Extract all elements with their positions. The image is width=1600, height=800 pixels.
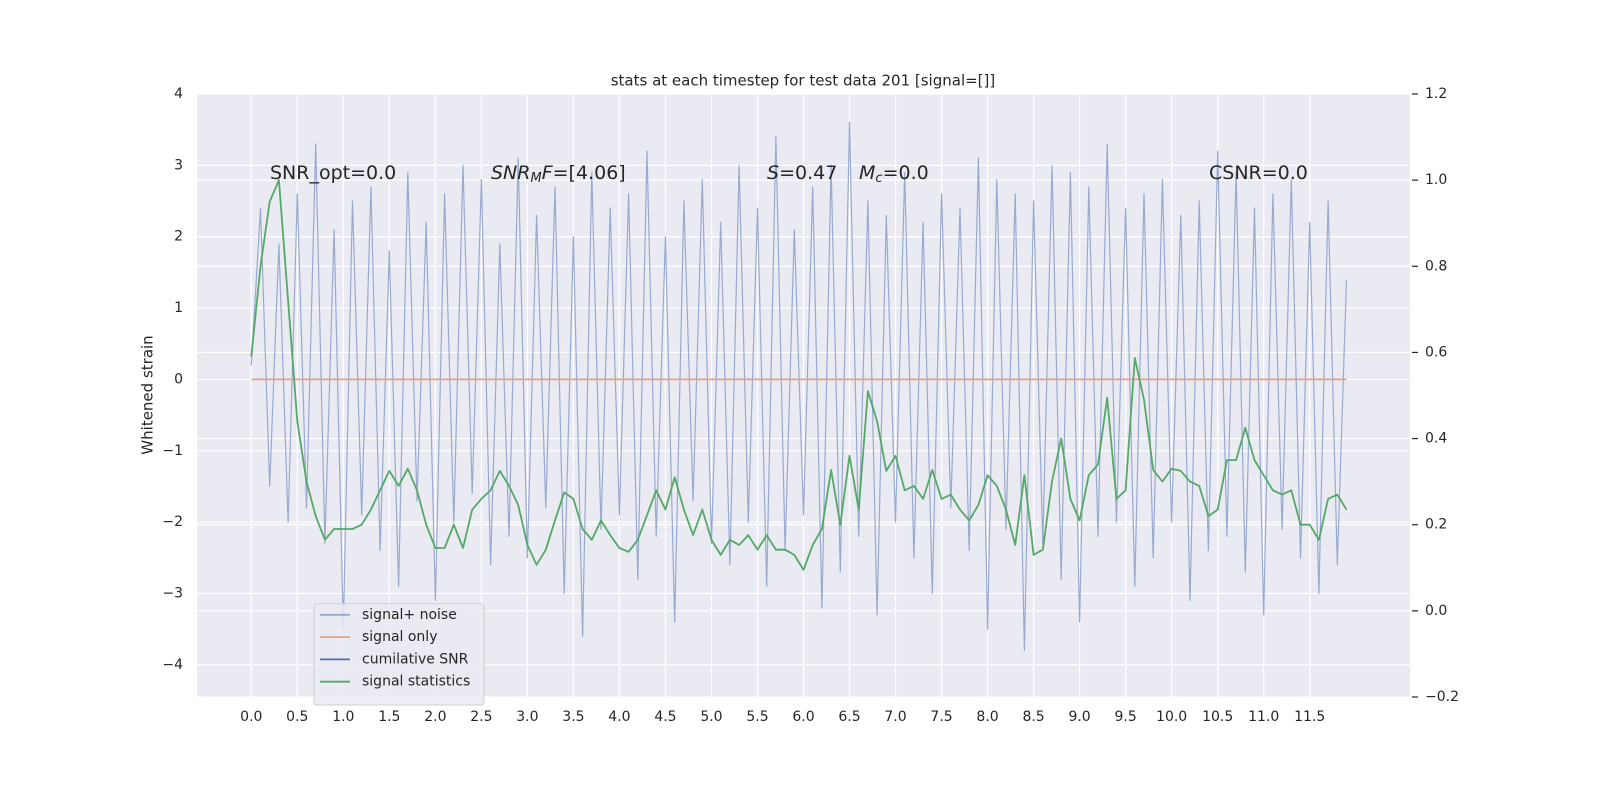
annotation-part: SNR_opt=0.0: [270, 162, 396, 184]
legend: signal+ noise signal only cumilative SNR si…: [313, 603, 485, 706]
y2-tick-label: 0.6: [1425, 344, 1447, 360]
annotation: Mc=0.0: [859, 162, 929, 186]
x-tick-label: 11.0: [1248, 709, 1279, 725]
x-tick-label: 0.5: [286, 709, 308, 725]
legend-label: cumilative SNR: [362, 651, 469, 667]
y-tick-label: 1: [174, 300, 183, 316]
annotation-part: CSNR=0.0: [1209, 162, 1308, 184]
y-axis-label: Whitened strain: [139, 335, 157, 454]
x-tick-label: 5.5: [746, 709, 768, 725]
annotation-part: S: [767, 162, 779, 184]
y-tick-label: 4: [174, 86, 183, 102]
y2-tick-label: −0.2: [1425, 689, 1459, 705]
y-tick-label: −1: [162, 443, 183, 459]
x-tick-label: 8.5: [1022, 709, 1044, 725]
y-tick-label: 3: [174, 157, 183, 173]
y-tick-label: −4: [162, 657, 183, 673]
annotation: SNR_opt=0.0: [270, 162, 396, 184]
y2-tick-label: 0.2: [1425, 517, 1447, 533]
series-line: [250, 179, 1348, 571]
series-line: [250, 121, 1348, 652]
x-tick-label: 3.5: [562, 709, 584, 725]
annotation: CSNR=0.0: [1209, 162, 1308, 184]
annotation: S=0.47: [767, 162, 837, 184]
y-tick-label: −3: [162, 586, 183, 602]
annotation-part: =0.47: [779, 162, 837, 184]
y2-tick-label: 0.8: [1425, 258, 1447, 274]
annotation-part: SNR: [491, 162, 530, 184]
x-tick-label: 11.5: [1294, 709, 1325, 725]
x-tick-label: 2.5: [470, 709, 492, 725]
annotation-part: =[4.06]: [553, 162, 626, 184]
x-tick-label: 5.0: [700, 709, 722, 725]
annotation-part: c: [875, 171, 882, 186]
marks: [250, 121, 1348, 652]
annotation-part: M: [530, 171, 541, 186]
legend-label: signal statistics: [362, 674, 470, 690]
x-tick-label: 4.5: [654, 709, 676, 725]
legend-label: signal only: [362, 629, 437, 645]
annotation: SNRMF=[4.06]: [491, 162, 626, 186]
annotation-part: M: [859, 162, 875, 184]
y2-tick-label: 0.4: [1425, 431, 1447, 447]
legend-label: signal+ noise: [362, 607, 457, 623]
x-tick-label: 9.0: [1068, 709, 1090, 725]
y2-tick-label: 1.2: [1425, 86, 1447, 102]
y-tick-label: 0: [174, 371, 183, 387]
x-tick-label: 2.0: [424, 709, 446, 725]
x-tick-label: 4.0: [608, 709, 630, 725]
x-tick-label: 0.0: [240, 709, 262, 725]
annotation-part: F: [542, 162, 554, 184]
x-tick-label: 9.5: [1114, 709, 1136, 725]
annotation-part: =0.0: [883, 162, 929, 184]
x-tick-label: 10.0: [1156, 709, 1187, 725]
x-tick-label: 1.0: [332, 709, 354, 725]
x-tick-label: 7.0: [884, 709, 906, 725]
y2-tick-label: 0.0: [1425, 603, 1447, 619]
x-tick-label: 1.5: [378, 709, 400, 725]
chart-title: stats at each timestep for test data 201…: [611, 72, 996, 90]
y2-tick-label: 1.0: [1425, 172, 1447, 188]
x-tick-label: 10.5: [1202, 709, 1233, 725]
y-tick-label: 2: [174, 229, 183, 245]
legend-box: [313, 603, 485, 706]
x-tick-label: 3.0: [516, 709, 538, 725]
x-tick-label: 6.0: [792, 709, 814, 725]
x-tick-label: 8.0: [976, 709, 998, 725]
x-tick-label: 7.5: [930, 709, 952, 725]
y-tick-label: −2: [162, 514, 183, 530]
x-tick-label: 6.5: [838, 709, 860, 725]
